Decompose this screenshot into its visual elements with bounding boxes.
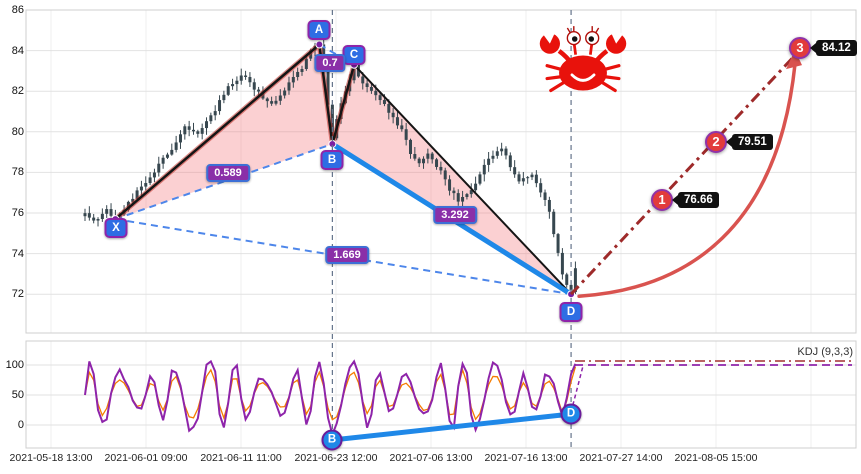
ratio-badge-xd: 1.669 [325, 246, 369, 264]
y-axis-label: 78 [11, 166, 24, 178]
x-axis-label: 2021-06-11 11:00 [200, 452, 282, 464]
kdj-point-d[interactable]: D [560, 403, 582, 425]
time-cursor-lines [331, 10, 572, 448]
x-axis-label: 2021-07-16 13:00 [484, 452, 568, 464]
target-price-tag-3: 84.12 [816, 40, 857, 56]
pattern-point-c[interactable]: C [342, 45, 366, 65]
target-circle-2[interactable]: 2 [705, 131, 727, 153]
kdj-indicator-title: KDJ (9,3,3) [797, 346, 853, 358]
pattern-point-a[interactable]: A [307, 20, 331, 40]
x-axis-label: 2021-05-18 13:00 [9, 452, 93, 464]
kdj-axis-label: 50 [11, 389, 24, 401]
y-axis-label: 82 [11, 85, 24, 97]
target-circle-1[interactable]: 1 [651, 189, 673, 211]
y-axis-label: 72 [11, 288, 24, 300]
ratio-badge-xb: 0.589 [206, 164, 250, 182]
y-axis-label: 74 [11, 248, 24, 260]
y-axis-label: 84 [11, 45, 24, 57]
pattern-point-x[interactable]: X [104, 218, 128, 238]
ratio-badge-ac: 0.7 [314, 54, 346, 72]
y-axis-label: 76 [11, 207, 24, 219]
pattern-point-d[interactable]: D [559, 302, 583, 322]
x-axis-label: 2021-06-01 09:00 [104, 452, 188, 464]
target-price-tag-1: 76.66 [678, 192, 719, 208]
y-axis-label: 86 [11, 4, 24, 16]
x-axis-label: 2021-08-05 15:00 [674, 452, 758, 464]
x-axis-label: 2021-07-27 14:00 [579, 452, 663, 464]
crab-icon [539, 26, 627, 93]
y-axis-label: 80 [11, 126, 24, 138]
kdj-point-b[interactable]: B [321, 429, 343, 451]
x-axis-label: 2021-06-23 12:00 [294, 452, 378, 464]
ratio-badge-bd: 3.292 [433, 206, 477, 224]
pattern-point-b[interactable]: B [320, 150, 344, 170]
kdj-axis-label: 0 [17, 419, 24, 431]
x-axis-label: 2021-07-06 13:00 [389, 452, 473, 464]
kdj-axis-label: 100 [5, 359, 24, 371]
projection-lines[interactable] [569, 50, 802, 298]
target-price-tag-2: 79.51 [732, 134, 773, 150]
kdj-series [84, 359, 852, 443]
target-circle-3[interactable]: 3 [789, 37, 811, 59]
